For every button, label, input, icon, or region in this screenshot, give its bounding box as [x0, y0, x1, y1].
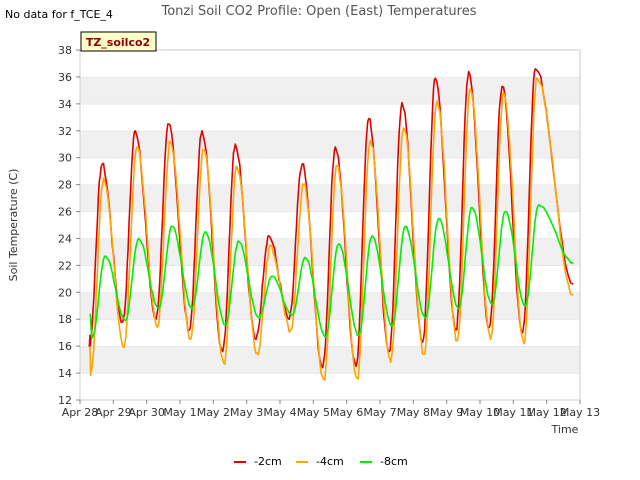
x-tick-label: May 12: [527, 406, 567, 419]
grid-band: [80, 346, 580, 374]
y-tick-label: 28: [58, 179, 72, 192]
grid-band: [80, 103, 580, 131]
x-tick-label: May 7: [363, 406, 396, 419]
y-tick-label: 32: [58, 125, 72, 138]
grid-band: [80, 76, 580, 104]
x-tick-label: May 8: [397, 406, 430, 419]
y-tick-label: 34: [58, 98, 72, 111]
x-tick-label: May 6: [330, 406, 363, 419]
series-lines: [88, 68, 574, 381]
x-axis-label: Time: [551, 423, 579, 436]
grid-band: [80, 319, 580, 347]
y-tick-label: 12: [58, 394, 72, 407]
x-tick-label: Apr 28: [62, 406, 99, 419]
legend-label-2cm: -2cm: [254, 455, 282, 468]
x-tick-label: May 13: [560, 406, 600, 419]
station-badge-box: [80, 31, 157, 52]
x-tick-label: May 4: [263, 406, 296, 419]
series-line-8cm: [89, 204, 574, 339]
chart-title: Tonzi Soil CO2 Profile: Open (East) Temp…: [160, 4, 476, 19]
x-tick-label: May 11: [493, 406, 533, 419]
y-axis-ticks: 12 14 16 18 20 22 24 26 28 30 32 34 36 38: [58, 44, 80, 407]
grid-band: [80, 373, 580, 400]
grid-band: [80, 130, 580, 158]
legend-label-4cm: -4cm: [316, 455, 344, 468]
y-tick-label: 24: [58, 232, 72, 245]
x-tick-label: May 3: [230, 406, 263, 419]
x-tick-label: May 1: [163, 406, 196, 419]
legend-label-8cm: -8cm: [380, 455, 408, 468]
y-axis-label: Soil Temperature (C): [7, 169, 20, 282]
x-tick-label: May 9: [430, 406, 463, 419]
grid-band: [80, 50, 580, 77]
grid-band: [80, 157, 580, 185]
x-tick-label: May 5: [297, 406, 330, 419]
y-tick-label: 20: [58, 286, 72, 299]
y-tick-label: 22: [58, 259, 72, 272]
y-tick-label: 18: [58, 313, 72, 326]
station-badge-label: TZ_soilco2: [86, 36, 150, 49]
x-tick-label: Apr 29: [95, 406, 132, 419]
y-tick-label: 26: [58, 206, 72, 219]
x-tick-label: May 10: [460, 406, 500, 419]
no-data-note: No data for f_TCE_4: [5, 8, 113, 21]
x-tick-label: Apr 30: [128, 406, 165, 419]
y-tick-label: 36: [58, 71, 72, 84]
station-badge: TZ_soilco2: [80, 31, 157, 52]
y-tick-label: 38: [58, 44, 72, 57]
legend-item-2cm: -2cm: [234, 455, 282, 468]
legend: -2cm -4cm -8cm: [234, 455, 408, 468]
y-tick-label: 14: [58, 367, 72, 380]
y-tick-label: 30: [58, 152, 72, 165]
x-tick-label: May 2: [197, 406, 230, 419]
plot-frame: [79, 49, 581, 401]
legend-item-8cm: -8cm: [360, 455, 408, 468]
y-tick-label: 16: [58, 340, 72, 353]
legend-item-4cm: -4cm: [296, 455, 344, 468]
grid-band: [80, 184, 580, 212]
